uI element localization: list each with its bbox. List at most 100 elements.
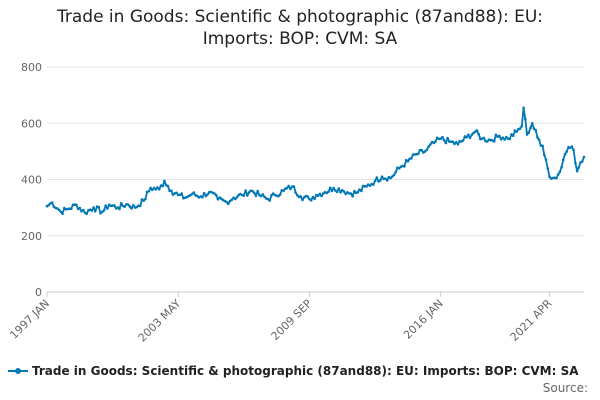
data-point[interactable] — [78, 206, 82, 210]
data-point[interactable] — [306, 195, 310, 198]
data-point[interactable] — [453, 142, 456, 146]
data-point[interactable] — [522, 106, 525, 110]
data-point[interactable] — [247, 191, 251, 194]
data-point[interactable] — [461, 139, 465, 142]
data-point[interactable] — [380, 175, 384, 178]
data-point[interactable] — [132, 204, 135, 207]
data-point[interactable] — [246, 194, 249, 197]
data-point[interactable] — [301, 198, 304, 202]
data-point[interactable] — [82, 208, 85, 212]
data-point[interactable] — [277, 194, 280, 198]
data-point[interactable] — [204, 194, 208, 198]
data-point[interactable] — [299, 195, 303, 198]
data-point[interactable] — [515, 130, 518, 133]
data-point[interactable] — [385, 179, 389, 182]
data-point[interactable] — [353, 190, 356, 193]
data-point[interactable] — [420, 148, 424, 152]
data-point[interactable] — [368, 184, 372, 187]
data-point[interactable] — [104, 204, 107, 207]
data-point[interactable] — [508, 137, 512, 141]
data-point[interactable] — [555, 176, 558, 180]
data-point[interactable] — [442, 138, 446, 142]
data-point[interactable] — [446, 136, 449, 140]
data-point[interactable] — [180, 192, 183, 195]
data-point[interactable] — [252, 191, 256, 195]
data-point[interactable] — [157, 188, 161, 191]
data-point[interactable] — [572, 148, 575, 152]
data-point[interactable] — [582, 155, 586, 159]
data-point[interactable] — [527, 131, 530, 134]
data-point[interactable] — [373, 179, 377, 183]
data-point[interactable] — [313, 197, 316, 201]
data-point[interactable] — [106, 207, 109, 210]
data-point[interactable] — [529, 126, 532, 130]
data-point[interactable] — [85, 212, 88, 216]
data-point[interactable] — [294, 191, 297, 194]
data-point[interactable] — [90, 209, 94, 212]
data-point[interactable] — [296, 194, 299, 197]
data-point[interactable] — [230, 198, 234, 201]
data-point[interactable] — [389, 176, 392, 180]
data-point[interactable] — [494, 133, 498, 137]
data-point[interactable] — [520, 124, 524, 128]
data-point[interactable] — [235, 196, 239, 199]
data-point[interactable] — [372, 183, 375, 186]
data-point[interactable] — [397, 167, 401, 170]
data-point[interactable] — [254, 194, 258, 198]
legend[interactable]: Trade in Goods: Scientific & photographi… — [8, 364, 579, 378]
data-point[interactable] — [99, 212, 102, 215]
data-point[interactable] — [403, 165, 406, 168]
data-point[interactable] — [149, 186, 152, 190]
data-point[interactable] — [351, 195, 354, 198]
data-point[interactable] — [482, 136, 486, 140]
data-point[interactable] — [560, 165, 563, 169]
data-point[interactable] — [309, 199, 313, 202]
data-point[interactable] — [320, 194, 323, 198]
data-point[interactable] — [126, 203, 130, 206]
data-point[interactable] — [335, 190, 339, 194]
data-point[interactable] — [486, 140, 489, 143]
data-point[interactable] — [270, 194, 273, 197]
data-point[interactable] — [206, 193, 209, 196]
data-point[interactable] — [316, 194, 320, 198]
data-point[interactable] — [337, 187, 341, 190]
data-point[interactable] — [379, 179, 382, 182]
data-point[interactable] — [97, 205, 101, 209]
data-point[interactable] — [577, 166, 581, 169]
data-point[interactable] — [439, 137, 443, 140]
data-point[interactable] — [75, 203, 78, 207]
data-point[interactable] — [285, 186, 289, 190]
data-point[interactable] — [349, 192, 353, 195]
data-point[interactable] — [47, 203, 50, 207]
data-point[interactable] — [292, 185, 296, 188]
data-point[interactable] — [59, 210, 63, 214]
data-point[interactable] — [138, 204, 142, 208]
data-point[interactable] — [225, 200, 228, 204]
data-point[interactable] — [537, 138, 541, 141]
data-point[interactable] — [392, 173, 396, 177]
data-point[interactable] — [57, 208, 61, 212]
data-point[interactable] — [190, 192, 194, 196]
data-point[interactable] — [475, 129, 479, 132]
data-point[interactable] — [384, 177, 387, 180]
data-point[interactable] — [558, 170, 562, 174]
data-point[interactable] — [201, 195, 204, 199]
data-point[interactable] — [541, 144, 544, 148]
data-point[interactable] — [365, 185, 368, 188]
data-point[interactable] — [152, 186, 156, 190]
data-point[interactable] — [256, 189, 260, 193]
data-point[interactable] — [423, 150, 427, 153]
data-point[interactable] — [318, 192, 322, 196]
data-point[interactable] — [548, 175, 551, 178]
data-point[interactable] — [130, 207, 133, 210]
data-point[interactable] — [570, 145, 574, 148]
data-point[interactable] — [192, 191, 196, 194]
data-point[interactable] — [532, 127, 536, 130]
data-point[interactable] — [251, 189, 254, 193]
data-point[interactable] — [268, 199, 272, 202]
data-point[interactable] — [454, 140, 458, 144]
data-point[interactable] — [456, 143, 460, 146]
data-point[interactable] — [113, 204, 116, 207]
data-point[interactable] — [202, 191, 206, 195]
data-point[interactable] — [175, 191, 178, 195]
